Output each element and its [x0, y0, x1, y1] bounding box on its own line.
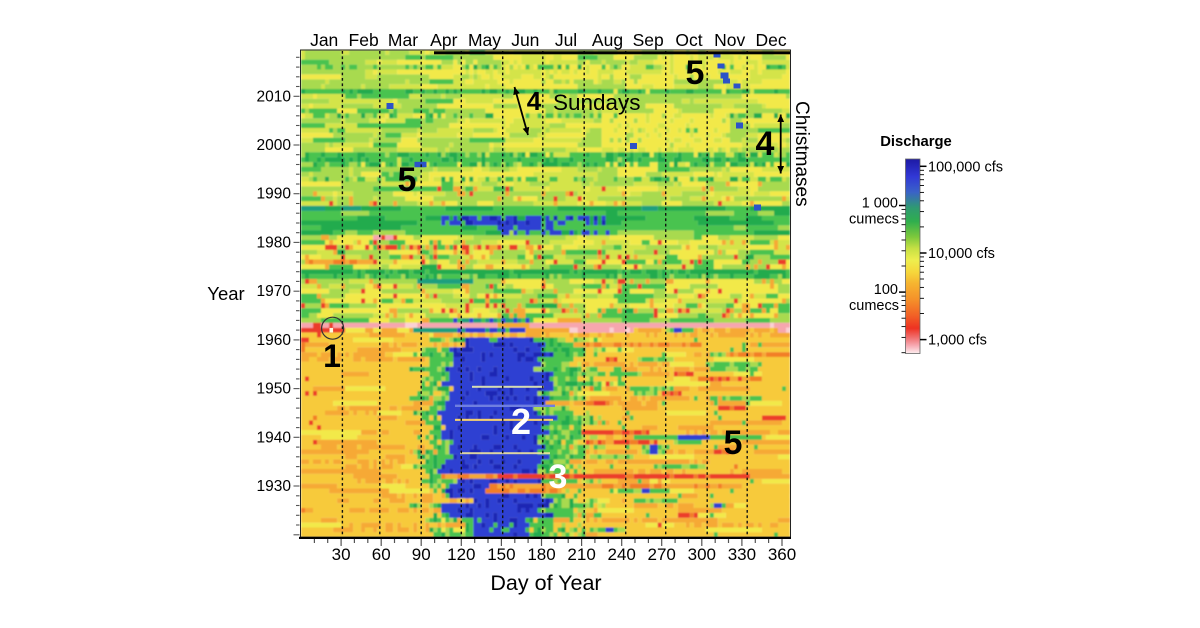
svg-text:1: 1	[323, 338, 341, 374]
svg-text:3: 3	[549, 458, 568, 496]
svg-text:1990: 1990	[257, 186, 292, 203]
svg-text:4: 4	[527, 86, 542, 116]
svg-text:4: 4	[756, 125, 775, 163]
svg-text:Day of Year: Day of Year	[490, 571, 601, 595]
svg-text:Sundays: Sundays	[553, 90, 641, 115]
svg-text:5: 5	[724, 424, 743, 462]
svg-text:10,000 cfs: 10,000 cfs	[928, 246, 995, 262]
svg-text:120: 120	[447, 545, 475, 564]
svg-text:1930: 1930	[257, 478, 292, 495]
svg-text:cumecs: cumecs	[849, 298, 899, 314]
svg-text:Feb: Feb	[349, 30, 379, 50]
svg-text:180: 180	[527, 545, 555, 564]
svg-text:300: 300	[688, 545, 716, 564]
svg-text:Mar: Mar	[388, 30, 418, 50]
svg-text:5: 5	[686, 54, 705, 92]
svg-text:1,000 cfs: 1,000 cfs	[928, 333, 987, 349]
svg-text:Discharge: Discharge	[880, 134, 952, 150]
svg-text:Dec: Dec	[756, 30, 787, 50]
svg-text:150: 150	[487, 545, 515, 564]
svg-text:1950: 1950	[257, 381, 292, 398]
svg-text:May: May	[468, 30, 501, 50]
svg-text:Jun: Jun	[511, 30, 539, 50]
svg-text:Jan: Jan	[310, 30, 338, 50]
svg-text:240: 240	[608, 545, 636, 564]
svg-text:2000: 2000	[257, 137, 292, 154]
svg-text:1970: 1970	[257, 283, 292, 300]
svg-text:Christmases: Christmases	[791, 101, 812, 207]
svg-text:1980: 1980	[257, 234, 292, 251]
svg-text:1 000: 1 000	[862, 196, 898, 212]
svg-text:Nov: Nov	[714, 30, 745, 50]
svg-text:30: 30	[332, 545, 351, 564]
svg-text:100,000 cfs: 100,000 cfs	[928, 159, 1003, 175]
svg-text:100: 100	[874, 282, 898, 298]
svg-text:270: 270	[648, 545, 676, 564]
svg-text:Apr: Apr	[430, 30, 457, 50]
svg-text:5: 5	[398, 161, 417, 199]
svg-text:210: 210	[567, 545, 595, 564]
svg-text:90: 90	[412, 545, 431, 564]
svg-text:Aug: Aug	[592, 30, 623, 50]
svg-text:1960: 1960	[257, 332, 292, 349]
svg-text:60: 60	[372, 545, 391, 564]
svg-text:Year: Year	[207, 283, 244, 304]
svg-text:Sep: Sep	[633, 30, 664, 50]
svg-text:cumecs: cumecs	[849, 212, 899, 228]
svg-text:Jul: Jul	[555, 30, 577, 50]
svg-text:1940: 1940	[257, 429, 292, 446]
svg-text:Oct: Oct	[675, 30, 702, 50]
svg-text:330: 330	[728, 545, 756, 564]
svg-text:360: 360	[768, 545, 796, 564]
svg-text:2010: 2010	[257, 88, 292, 105]
svg-text:2: 2	[511, 401, 531, 442]
